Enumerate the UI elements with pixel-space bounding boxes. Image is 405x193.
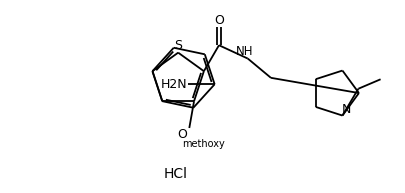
Text: S: S: [174, 39, 182, 52]
Text: O: O: [213, 14, 224, 27]
Text: methoxy: methoxy: [181, 139, 224, 149]
Text: N: N: [341, 103, 350, 116]
Text: NH: NH: [235, 45, 253, 58]
Text: HCl: HCl: [163, 167, 187, 181]
Text: O: O: [177, 128, 187, 141]
Text: H2N: H2N: [160, 78, 187, 91]
